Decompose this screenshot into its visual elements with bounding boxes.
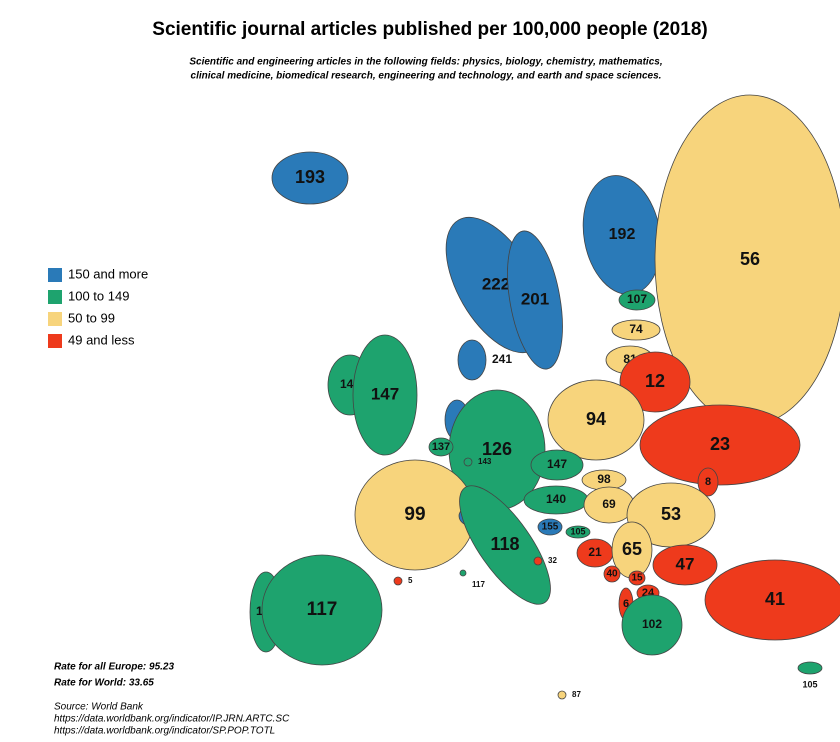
country — [393, 576, 403, 586]
subtitle: Scientific and engineering articles in t… — [189, 57, 662, 68]
subtitle: clinical medicine, biomedical research, … — [191, 71, 662, 82]
region-label: 222 — [482, 274, 510, 293]
region-label: 155 — [542, 522, 559, 533]
source: https://data.worldbank.org/indicator/SP.… — [54, 726, 275, 737]
country — [271, 151, 349, 205]
region-label: 53 — [661, 504, 681, 524]
rate: Rate for World: 33.65 — [54, 678, 154, 689]
legend-label: 150 and more — [68, 266, 148, 281]
region-label: 6 — [623, 598, 629, 610]
region-label: 102 — [642, 617, 662, 631]
source: Source: World Bank — [54, 702, 144, 713]
country — [618, 289, 656, 311]
region-label: 5 — [408, 576, 413, 585]
region-label: 69 — [602, 497, 616, 511]
region-label: 8 — [705, 476, 711, 488]
region-label: 87 — [572, 690, 581, 699]
region-label: 47 — [676, 554, 695, 573]
region-label: 94 — [586, 409, 606, 429]
region-label: 40 — [606, 569, 618, 580]
country — [261, 554, 383, 666]
legend-label: 50 to 99 — [68, 310, 115, 325]
region-label: 21 — [588, 545, 602, 559]
region-label: 192 — [609, 226, 636, 243]
country — [621, 594, 683, 656]
source: https://data.worldbank.org/indicator/IP.… — [54, 714, 290, 725]
country — [459, 569, 467, 577]
region-label: 126 — [482, 439, 512, 459]
region-label: 241 — [492, 352, 512, 366]
region-label: 143 — [478, 457, 492, 466]
region-label: 107 — [627, 292, 647, 306]
legend-swatch — [48, 312, 62, 326]
region-label: 23 — [710, 434, 730, 454]
country — [428, 437, 454, 457]
country — [557, 690, 567, 700]
country — [537, 518, 563, 536]
country — [530, 449, 584, 481]
legend-label: 49 and less — [68, 332, 135, 347]
country — [603, 565, 621, 583]
region-label: 117 — [472, 580, 485, 589]
country — [459, 485, 551, 605]
country — [628, 570, 646, 586]
country — [533, 556, 543, 566]
country — [463, 457, 473, 467]
region-label: 32 — [548, 556, 557, 565]
region-label: 105 — [802, 679, 817, 689]
region-label: 140 — [546, 492, 566, 506]
region-label: 147 — [547, 457, 567, 471]
country — [704, 559, 840, 641]
region-label: 98 — [597, 472, 611, 486]
legend: 150 and more 100 to 149 50 to 99 49 and les… — [48, 266, 148, 348]
region-label: 15 — [631, 573, 643, 584]
region-label: 117 — [307, 599, 338, 620]
legend-label: 100 to 149 — [68, 288, 129, 303]
rate: Rate for all Europe: 95.23 — [54, 662, 174, 673]
region-label: 105 — [570, 526, 585, 536]
region-label: 193 — [295, 167, 325, 187]
country — [697, 467, 719, 497]
country — [565, 525, 591, 539]
region-label: 147 — [371, 384, 399, 403]
land: 1931922222012411077481561214714717712694… — [249, 94, 840, 700]
region-label: 118 — [490, 534, 519, 554]
region-label: 99 — [404, 504, 425, 525]
region-label: 137 — [432, 441, 450, 453]
region-label: 201 — [521, 289, 549, 308]
legend-swatch — [48, 268, 62, 282]
region-label: 12 — [645, 371, 665, 391]
country — [352, 334, 418, 456]
country — [619, 351, 691, 413]
legend-swatch — [48, 334, 62, 348]
region-label: 56 — [740, 249, 760, 269]
country — [652, 544, 718, 586]
country — [797, 661, 823, 675]
title: Scientific journal articles published pe… — [152, 19, 707, 40]
country — [457, 339, 487, 381]
region-label: 41 — [765, 589, 785, 609]
region-label: 74 — [629, 322, 643, 336]
region-label: 65 — [622, 539, 642, 559]
country — [611, 319, 661, 341]
legend-swatch — [48, 290, 62, 304]
country — [507, 230, 563, 370]
country — [639, 404, 801, 486]
country — [547, 379, 645, 461]
